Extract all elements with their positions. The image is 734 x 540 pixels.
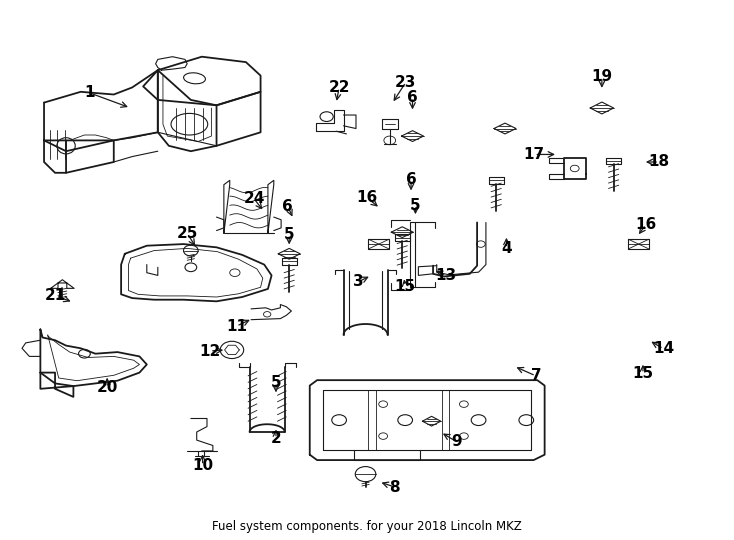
Text: 14: 14 [653, 341, 674, 356]
Text: 4: 4 [501, 241, 512, 256]
Text: 23: 23 [395, 75, 417, 90]
Text: 10: 10 [192, 458, 213, 473]
Text: 9: 9 [451, 434, 462, 449]
Text: Fuel system components. for your 2018 Lincoln MKZ: Fuel system components. for your 2018 Li… [212, 520, 522, 533]
Text: 15: 15 [633, 366, 653, 381]
Text: 12: 12 [200, 343, 220, 359]
Text: 22: 22 [328, 80, 350, 95]
Text: 19: 19 [592, 69, 612, 84]
Text: 25: 25 [176, 226, 198, 241]
Text: 2: 2 [271, 431, 281, 446]
Text: 6: 6 [406, 172, 416, 187]
Text: 17: 17 [524, 147, 545, 162]
Text: 16: 16 [357, 190, 377, 205]
Text: 13: 13 [436, 268, 457, 283]
Text: 1: 1 [84, 85, 95, 100]
Text: 3: 3 [353, 274, 363, 289]
Text: 5: 5 [284, 227, 294, 242]
Text: 5: 5 [271, 375, 281, 390]
Text: 24: 24 [243, 191, 265, 206]
Text: 5: 5 [410, 198, 421, 213]
Text: 18: 18 [649, 154, 669, 170]
Text: 16: 16 [636, 217, 656, 232]
Text: 20: 20 [96, 380, 118, 395]
Text: 15: 15 [395, 279, 415, 294]
Text: 21: 21 [46, 288, 66, 303]
Text: 8: 8 [390, 480, 400, 495]
Text: 6: 6 [407, 90, 418, 105]
Text: 11: 11 [226, 319, 247, 334]
Text: 7: 7 [531, 368, 541, 383]
Text: 6: 6 [283, 199, 293, 214]
